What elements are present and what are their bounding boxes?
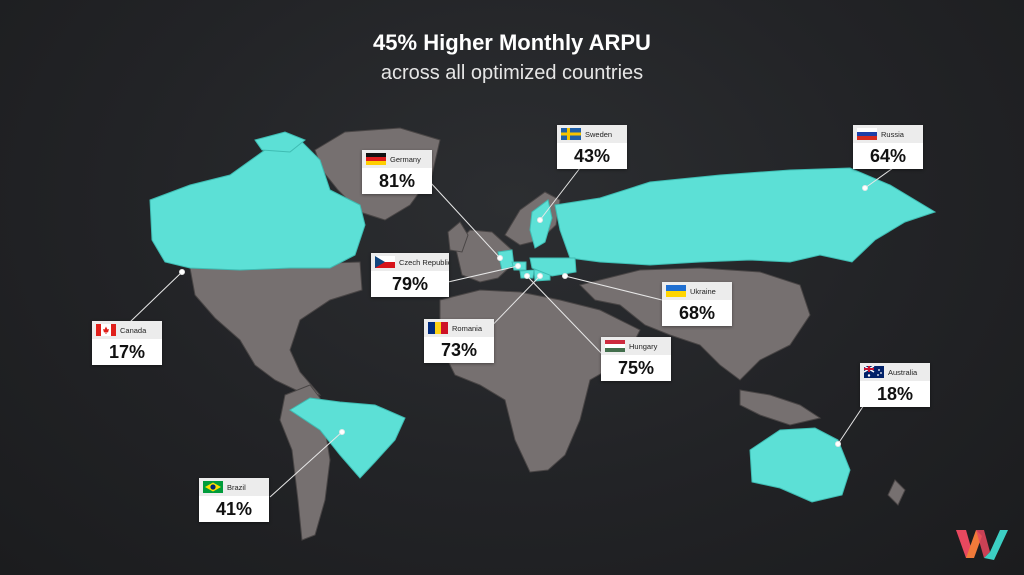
- callout-romania: Romania 73%: [424, 319, 494, 363]
- land-southeast-asia: [739, 389, 822, 426]
- leader-canada: [129, 271, 183, 323]
- land-africa: [439, 289, 641, 473]
- callout-czech-republic: Czech Republic 79%: [371, 253, 449, 297]
- country-name: Romania: [452, 323, 483, 333]
- marker-canada: [179, 269, 185, 275]
- country-value: 79%: [391, 274, 429, 294]
- country-name: Hungary: [629, 341, 658, 351]
- country-value: 68%: [678, 303, 716, 323]
- land-north-america: [189, 261, 363, 396]
- australia-flag-icon: [864, 366, 884, 378]
- map-subtitle: across all optimized countries: [380, 62, 644, 84]
- country-value: 64%: [869, 146, 907, 166]
- marker-sweden: [537, 217, 543, 223]
- country-value: 18%: [876, 384, 914, 404]
- callout-hungary: Hungary 75%: [601, 337, 671, 381]
- optimized-countries: [149, 131, 937, 503]
- callout-russia: Russia 64%: [853, 125, 923, 169]
- leader-australia: [837, 404, 865, 445]
- callout-ukraine: Ukraine 68%: [662, 282, 732, 326]
- country-canada-islands: [254, 131, 306, 153]
- russia-flag-icon: [857, 128, 877, 140]
- country-name: Sweden: [585, 129, 613, 139]
- canada-flag-icon: [96, 324, 116, 336]
- country-name: Australia: [888, 367, 918, 377]
- leader-czech: [447, 265, 519, 283]
- wm-logo-icon: [956, 528, 1008, 567]
- leader-brazil: [269, 431, 343, 498]
- ukraine-flag-icon: [666, 285, 686, 297]
- leader-russia: [864, 167, 894, 189]
- czech-flag-icon: [375, 256, 395, 268]
- germany-flag-icon: [366, 153, 386, 165]
- marker-czech: [515, 263, 521, 269]
- marker-germany: [497, 255, 503, 261]
- callout-germany: Germany 81%: [362, 150, 432, 194]
- callout-sweden: Sweden 43%: [557, 125, 627, 169]
- country-name: Brazil: [227, 482, 246, 492]
- country-canada: [149, 139, 366, 271]
- land-new-zealand: [887, 479, 906, 506]
- country-australia: [749, 427, 851, 503]
- country-value: 73%: [440, 340, 478, 360]
- country-name: Russia: [881, 129, 904, 139]
- country-name: Ukraine: [690, 286, 716, 296]
- country-value: 81%: [378, 171, 416, 191]
- country-value: 43%: [573, 146, 611, 166]
- country-value: 41%: [215, 499, 253, 519]
- land-uk: [447, 221, 469, 253]
- country-name: Canada: [120, 325, 147, 335]
- leader-sweden: [539, 167, 581, 221]
- map-title: 45% Higher Monthly ARPU: [373, 30, 651, 55]
- sweden-flag-icon: [561, 128, 581, 140]
- callout-australia: Australia 18%: [860, 363, 930, 407]
- country-name: Germany: [390, 154, 421, 164]
- country-value: 75%: [617, 358, 655, 378]
- hungary-flag-icon: [605, 340, 625, 352]
- country-brazil: [289, 397, 406, 479]
- marker-brazil: [339, 429, 345, 435]
- marker-hungary: [524, 273, 530, 279]
- brazil-flag-icon: [203, 481, 223, 493]
- marker-russia: [862, 185, 868, 191]
- country-russia: [554, 167, 937, 266]
- leader-germany: [429, 181, 501, 259]
- callout-brazil: Brazil 41%: [199, 478, 269, 522]
- marker-romania: [537, 273, 543, 279]
- marker-australia: [835, 441, 841, 447]
- marker-ukraine: [562, 273, 568, 279]
- country-value: 17%: [108, 342, 146, 362]
- country-name: Czech Republic: [399, 257, 449, 267]
- romania-flag-icon: [428, 322, 448, 334]
- callout-canada: Canada 17%: [92, 321, 162, 365]
- leader-ukraine: [564, 275, 663, 301]
- leader-hungary: [526, 275, 605, 357]
